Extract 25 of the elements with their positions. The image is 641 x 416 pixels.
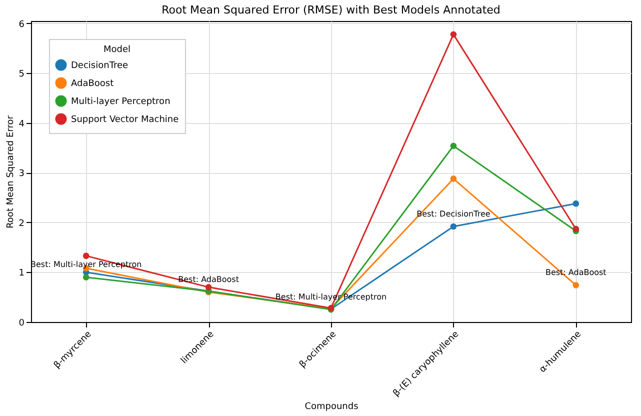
y-tick-label: 1	[18, 268, 24, 279]
y-tick-label: 5	[18, 70, 24, 80]
x-axis-title: Compounds	[304, 402, 359, 412]
point	[450, 223, 457, 230]
point	[82, 274, 90, 280]
point	[450, 31, 457, 38]
legend-label: DecisionTree	[71, 61, 129, 71]
legend-title: Model	[103, 45, 131, 55]
y-axis-title: Root Mean Squared Error	[6, 115, 16, 228]
y-tick-label: 2	[18, 218, 24, 229]
y-tick-label: 0	[18, 318, 25, 328]
point	[450, 142, 457, 150]
y-tick-label: 4	[18, 119, 25, 130]
legend-label: Support Vector Machine	[71, 115, 180, 125]
y-tick-label: 6	[18, 20, 25, 30]
point	[572, 200, 580, 207]
point	[205, 284, 212, 290]
point	[82, 252, 90, 259]
y-tick-label: 3	[18, 169, 24, 180]
point	[572, 282, 580, 288]
chart-title: Root Mean Squared Error (RMSE) with Best Models Annotated	[162, 3, 500, 16]
point	[450, 176, 457, 182]
annotation: Best: AdaBoost	[178, 275, 239, 284]
legend-label: Multi-layer Perceptron	[71, 97, 170, 107]
legend-label: AdaBoost	[71, 79, 114, 89]
